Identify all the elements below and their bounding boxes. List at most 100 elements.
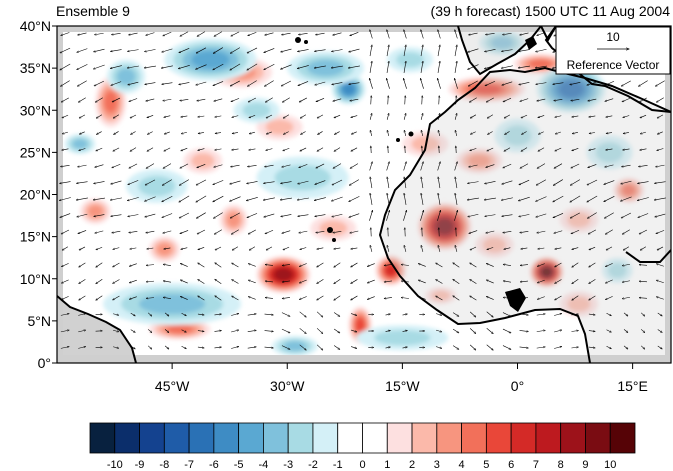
anomaly-blob-28-level-3 (491, 36, 514, 49)
wind-vector (501, 197, 513, 200)
wind-vector (470, 114, 477, 118)
wind-vector (438, 130, 441, 136)
wind-vector (113, 346, 119, 349)
wind-vector (605, 98, 614, 102)
wind-vector (504, 114, 511, 118)
wind-vector (198, 148, 205, 151)
wind-vector (146, 32, 155, 36)
wind-vector (196, 47, 207, 53)
wind-vector (470, 296, 477, 301)
wind-vector (520, 265, 529, 266)
anomaly-blob-4-level-5 (355, 318, 365, 333)
wind-vector (589, 148, 596, 151)
wind-vector (331, 49, 343, 51)
wind-vector (638, 213, 649, 218)
wind-vector (213, 180, 224, 184)
wind-vector (403, 210, 406, 221)
wind-vector (454, 61, 457, 73)
island-1 (295, 37, 301, 43)
wind-vector (588, 229, 597, 234)
wind-vector (589, 246, 596, 250)
wind-vector (111, 81, 122, 86)
wind-vector (437, 113, 440, 120)
y-tick-label-6: 30°N (20, 102, 51, 118)
wind-vector (179, 48, 190, 52)
europe-land (458, 26, 541, 74)
wind-vector (656, 264, 664, 267)
wind-vector (421, 177, 424, 189)
wind-vector (247, 330, 257, 332)
wind-vector (110, 65, 122, 69)
wind-vector (280, 181, 292, 184)
wind-vector (640, 312, 645, 316)
wind-vector (316, 98, 325, 101)
anomaly-blob-2-level-8 (274, 268, 292, 281)
wind-vector (387, 177, 390, 189)
wind-vector (401, 298, 410, 299)
colorbar-label-3: -7 (184, 459, 194, 471)
wind-vector (570, 82, 581, 84)
wind-vector (348, 65, 360, 68)
wind-vector (388, 96, 389, 105)
island-7 (525, 36, 537, 50)
wind-vector (386, 61, 389, 73)
wind-vector (351, 115, 358, 118)
wind-vector (369, 210, 372, 221)
wind-vector (331, 65, 343, 68)
wind-vector (588, 98, 597, 101)
colorbar-swatch-1 (114, 422, 140, 454)
wind-vector (282, 164, 291, 167)
wind-vector (94, 214, 105, 217)
colorbar-swatch-2 (139, 422, 165, 454)
wind-vector (281, 345, 290, 350)
wind-vector (487, 114, 494, 119)
wind-vector (197, 314, 204, 315)
wind-vector (113, 131, 119, 134)
wind-vector (129, 279, 137, 283)
wind-vector (623, 149, 630, 150)
wind-vector (420, 162, 424, 171)
wind-vector (439, 96, 440, 105)
reference-caption: Reference Vector (567, 58, 660, 72)
wind-vector (606, 246, 613, 250)
wind-vector (486, 164, 495, 168)
wind-vector (370, 245, 373, 252)
wind-vector (520, 231, 529, 232)
colorbar-label-8: -2 (308, 459, 318, 471)
wind-vector (367, 296, 375, 300)
wind-vector (197, 98, 206, 101)
wind-vector (385, 347, 391, 348)
wind-vector (536, 314, 546, 316)
anomaly-blob-30-level-2 (374, 330, 431, 346)
wind-vector (468, 80, 478, 86)
colorbar-label-0: -10 (107, 459, 123, 471)
anomaly-blob-37-level-2 (396, 51, 425, 68)
wind-vector (215, 115, 222, 117)
wind-vector (230, 212, 240, 218)
wind-vector (553, 82, 564, 85)
wind-vector (264, 213, 275, 217)
wind-vector (246, 181, 258, 183)
wind-vector (317, 295, 324, 300)
wind-vector (78, 97, 86, 103)
wind-vector (487, 247, 494, 249)
wind-vector (198, 116, 205, 117)
wind-vector (554, 330, 562, 333)
wind-vector (402, 347, 408, 348)
wind-vector (521, 114, 528, 118)
colorbar-swatch-16 (485, 422, 512, 454)
wind-vector (553, 213, 564, 217)
wind-vector (639, 298, 648, 299)
wind-vector (96, 131, 102, 135)
wind-vector (79, 114, 86, 118)
wind-vector (554, 314, 562, 316)
wind-vector (180, 296, 188, 300)
wind-vector (110, 49, 122, 52)
wind-vector (519, 32, 529, 35)
wind-vector (454, 45, 457, 57)
wind-vector (247, 47, 258, 53)
wind-vector (656, 230, 665, 233)
wind-vector (571, 99, 580, 100)
wind-vector (331, 196, 343, 201)
wind-vector (604, 180, 615, 185)
